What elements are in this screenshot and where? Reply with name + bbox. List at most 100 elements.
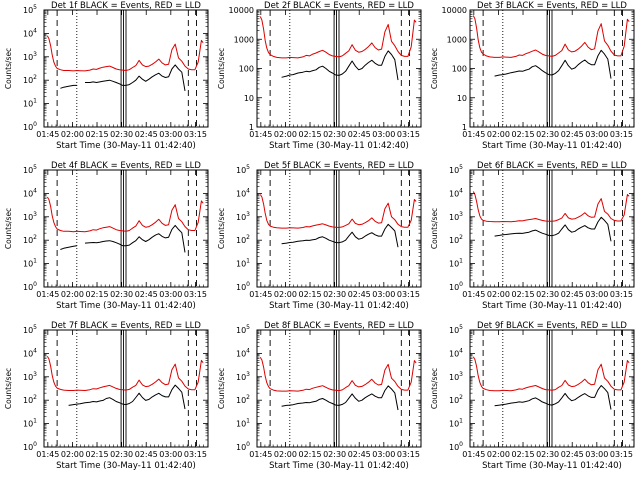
x-tick-label: 02:15 (298, 130, 321, 139)
y-tick-label: 103 (236, 211, 250, 222)
y-tick-label: 10000 (442, 6, 467, 15)
chart-svg: Det 5f BLACK = Events, RED = LLD 100 101 10… (217, 161, 422, 311)
x-tick-label: 02:45 (348, 450, 371, 459)
x-tick-label: 02:00 (487, 130, 510, 139)
detector-panel-9: Det 9f BLACK = Events, RED = LLD 100 101 10… (426, 320, 639, 480)
chart-title: Det 5f BLACK = Events, RED = LLD (264, 161, 414, 171)
x-tick-label: 03:00 (372, 450, 395, 459)
chart-title: Det 1f BLACK = Events, RED = LLD (51, 1, 201, 11)
y-tick-label: 103 (449, 371, 463, 382)
y-axis-label: Counts/sec (217, 368, 226, 409)
y-tick-label: 103 (23, 211, 37, 222)
x-tick-label: 02:30 (536, 290, 559, 299)
x-tick-label: 03:15 (397, 290, 420, 299)
detector-panel-4: Det 4f BLACK = Events, RED = LLD 100 101 10… (0, 160, 213, 320)
x-tick-label: 03:15 (610, 130, 633, 139)
x-tick-label: 03:00 (159, 130, 182, 139)
chart-svg: Det 6f BLACK = Events, RED = LLD 100 101 10… (430, 161, 635, 311)
x-tick-label: 02:45 (348, 290, 371, 299)
series-line-lld (259, 16, 417, 59)
x-tick-label: 03:15 (184, 290, 207, 299)
series-line-lld (472, 191, 630, 223)
series-line-events (68, 384, 186, 410)
x-axis-label: Start Time (30-May-11 01:42:40) (482, 461, 622, 471)
y-tick-label: 101 (236, 418, 250, 429)
chart-svg: Det 3f BLACK = Events, RED = LLD 1 10 100 10… (430, 1, 635, 151)
detector-panel-6: Det 6f BLACK = Events, RED = LLD 100 101 10… (426, 160, 639, 320)
series-line-events (281, 223, 399, 248)
y-tick-label: 103 (23, 51, 37, 62)
x-tick-label: 03:15 (397, 130, 420, 139)
series-line-lld (259, 357, 417, 392)
x-axis-label: Start Time (30-May-11 01:42:40) (482, 301, 622, 311)
y-tick-label: 1000 (234, 35, 254, 44)
series-line-lld (46, 196, 204, 233)
y-tick-label: 105 (23, 324, 37, 335)
x-tick-label: 01:45 (36, 130, 59, 139)
chart-svg: Det 1f BLACK = Events, RED = LLD 100 101 10… (4, 1, 209, 151)
x-axis-label: Start Time (30-May-11 01:42:40) (269, 301, 409, 311)
y-tick-label: 105 (236, 324, 250, 335)
y-tick-label: 102 (23, 234, 37, 245)
y-tick-label: 102 (236, 394, 250, 405)
x-tick-label: 02:30 (536, 450, 559, 459)
series-line-events (60, 64, 186, 91)
x-axis-label: Start Time (30-May-11 01:42:40) (56, 301, 196, 311)
x-tick-label: 03:00 (159, 450, 182, 459)
chart-svg: Det 7f BLACK = Events, RED = LLD 100 101 10… (4, 321, 209, 471)
x-tick-label: 01:45 (249, 290, 272, 299)
y-axis-label: Counts/sec (217, 208, 226, 249)
x-tick-label: 01:45 (249, 450, 272, 459)
x-tick-label: 02:00 (487, 290, 510, 299)
y-axis-label: Counts/sec (4, 368, 13, 409)
series-line-lld (46, 35, 204, 72)
y-tick-label: 105 (23, 4, 37, 15)
x-tick-label: 01:45 (249, 130, 272, 139)
y-tick-label: 10 (244, 94, 254, 103)
y-axis-label: Counts/sec (430, 48, 439, 89)
chart-title: Det 7f BLACK = Events, RED = LLD (51, 321, 201, 331)
x-tick-label: 02:30 (323, 290, 346, 299)
y-tick-label: 103 (23, 371, 37, 382)
detector-panel-5: Det 5f BLACK = Events, RED = LLD 100 101 10… (213, 160, 426, 320)
series-line-events (494, 216, 612, 242)
y-tick-label: 104 (449, 187, 463, 198)
y-tick-label: 100 (236, 281, 250, 292)
chart-svg: Det 4f BLACK = Events, RED = LLD 100 101 10… (4, 161, 209, 311)
y-tick-label: 1 (462, 123, 467, 132)
x-tick-label: 01:45 (462, 130, 485, 139)
series-line-events (281, 50, 399, 81)
x-tick-label: 03:00 (372, 130, 395, 139)
x-tick-label: 02:30 (110, 130, 133, 139)
x-tick-label: 02:15 (85, 130, 108, 139)
x-tick-label: 03:15 (610, 450, 633, 459)
x-tick-label: 02:00 (487, 450, 510, 459)
x-tick-label: 02:30 (323, 130, 346, 139)
x-tick-label: 03:15 (184, 130, 207, 139)
y-tick-label: 103 (236, 371, 250, 382)
x-tick-label: 02:00 (274, 290, 297, 299)
series-line-lld (46, 356, 204, 391)
x-tick-label: 02:45 (561, 130, 584, 139)
y-axis-label: Counts/sec (4, 48, 13, 89)
x-tick-label: 03:15 (184, 450, 207, 459)
x-tick-label: 01:45 (36, 290, 59, 299)
y-tick-label: 100 (452, 65, 467, 74)
series-line-events (494, 49, 612, 79)
x-tick-label: 02:15 (85, 450, 108, 459)
y-tick-label: 100 (23, 441, 37, 452)
x-tick-label: 03:00 (585, 450, 608, 459)
x-tick-label: 01:45 (36, 450, 59, 459)
y-tick-label: 103 (449, 211, 463, 222)
x-tick-label: 03:00 (585, 130, 608, 139)
series-line-events (281, 385, 399, 411)
x-tick-label: 03:15 (610, 290, 633, 299)
y-tick-label: 1000 (447, 35, 467, 44)
detector-panel-7: Det 7f BLACK = Events, RED = LLD 100 101 10… (0, 320, 213, 480)
y-tick-label: 1 (249, 123, 254, 132)
x-tick-label: 02:30 (110, 290, 133, 299)
detector-panel-1: Det 1f BLACK = Events, RED = LLD 100 101 10… (0, 0, 213, 160)
x-tick-label: 02:45 (135, 450, 158, 459)
y-tick-label: 105 (236, 164, 250, 175)
y-tick-label: 100 (236, 441, 250, 452)
